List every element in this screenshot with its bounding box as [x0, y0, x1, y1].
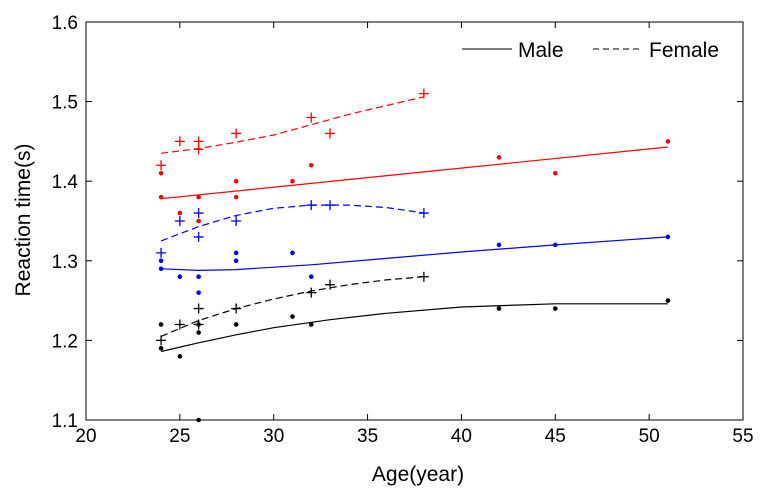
- data-point-dot-series-4: [308, 322, 314, 327]
- fit-line-series-4: [160, 303, 668, 353]
- data-point-plus-series-5: [174, 319, 185, 330]
- x-tick-label: 55: [732, 426, 753, 447]
- data-point-dot-series-4: [233, 322, 239, 327]
- data-point-dot-series-0: [177, 210, 183, 216]
- data-point-dot-series-0: [552, 170, 558, 176]
- data-point-dot-series-2: [290, 250, 295, 256]
- data-point-dot-series-2: [158, 258, 164, 264]
- data-point-dot-series-0: [233, 178, 239, 184]
- data-point-plus-series-1: [156, 160, 167, 171]
- data-point-plus-series-3: [174, 216, 185, 226]
- data-point-dot-series-0: [158, 170, 164, 176]
- data-point-dot-series-2: [196, 290, 201, 295]
- y-tick-label: 1.5: [52, 93, 78, 114]
- x-tick-label: 45: [545, 426, 566, 447]
- axis-tick-labels: 20 25 30 35 40 45 50 55 1.1 1.2 1.3 1.4 1.5 1.6: [52, 13, 754, 447]
- y-tick-label: 1.6: [52, 13, 78, 34]
- y-tick-label: 1.1: [52, 411, 78, 432]
- data-point-plus-series-5: [418, 271, 429, 282]
- axis-ticks: [85, 21, 744, 421]
- data-point-dot-series-2: [158, 266, 164, 272]
- y-axis-label: Reaction time(s): [12, 144, 35, 297]
- data-point-dot-series-4: [496, 306, 502, 311]
- y-tick-label: 1.4: [52, 172, 79, 193]
- x-axis-label: Age(year): [372, 463, 464, 486]
- x-tick-label: 35: [357, 426, 378, 447]
- data-point-dot-series-2: [177, 274, 183, 280]
- data-point-plus-series-3: [193, 231, 204, 242]
- y-tick-label: 1.3: [52, 252, 78, 273]
- x-tick-label: 40: [451, 426, 472, 447]
- data-point-plus-series-3: [193, 208, 204, 219]
- data-point-dot-series-4: [196, 330, 201, 335]
- data-point-plus-series-5: [156, 335, 167, 346]
- data-point-dot-series-4: [552, 306, 558, 311]
- data-point-dot-series-0: [233, 194, 239, 200]
- data-point-dot-series-2: [552, 242, 558, 248]
- data-point-dot-series-4: [177, 354, 183, 359]
- data-point-plus-series-3: [231, 216, 242, 226]
- data-point-plus-series-3: [325, 200, 336, 211]
- data-point-dot-series-2: [665, 234, 671, 240]
- data-point-dot-series-0: [196, 194, 201, 200]
- data-point-dot-series-2: [233, 258, 239, 264]
- data-point-dot-series-0: [665, 139, 671, 144]
- data-point-plus-series-3: [156, 247, 167, 258]
- plot-area-frame: [85, 21, 744, 421]
- data-point-plus-series-1: [325, 128, 336, 139]
- fit-line-series-0: [161, 146, 668, 200]
- data-point-dot-series-2: [496, 242, 502, 248]
- x-tick-label: 20: [75, 426, 96, 447]
- data-point-dot-series-0: [290, 178, 295, 184]
- data-point-dot-series-4: [158, 322, 164, 327]
- data-point-plus-series-5: [306, 287, 317, 298]
- data-point-plus-series-5: [231, 303, 242, 314]
- data-point-dot-series-2: [196, 274, 201, 280]
- data-point-plus-series-5: [193, 319, 204, 330]
- data-point-plus-series-5: [193, 303, 204, 314]
- data-point-dot-series-2: [233, 250, 239, 256]
- data-point-plus-series-1: [193, 144, 204, 155]
- data-point-plus-series-3: [418, 208, 429, 219]
- data-point-dot-series-0: [196, 218, 201, 224]
- x-tick-label: 50: [639, 426, 660, 447]
- data-point-plus-series-3: [306, 200, 317, 211]
- legend: Male Female: [462, 39, 719, 62]
- data-point-plus-series-1: [306, 112, 317, 123]
- x-tick-label: 25: [169, 426, 190, 447]
- data-point-dot-series-0: [158, 194, 164, 200]
- y-tick-label: 1.2: [52, 331, 78, 352]
- data-point-dot-series-4: [665, 298, 671, 303]
- data-point-dot-series-4: [158, 346, 164, 351]
- data-point-dot-series-0: [308, 162, 314, 168]
- data-point-dot-series-0: [496, 155, 502, 160]
- fit-line-series-5: [160, 276, 424, 337]
- fit-lines: [160, 96, 668, 353]
- data-point-dot-series-4: [290, 314, 295, 319]
- data-markers: [156, 88, 671, 423]
- fit-line-series-1: [161, 96, 425, 154]
- legend-female-label: Female: [649, 39, 719, 62]
- fit-line-series-2: [161, 236, 668, 272]
- fit-line-series-3: [160, 204, 424, 242]
- legend-male-label: Male: [518, 39, 564, 62]
- data-point-plus-series-5: [325, 279, 336, 290]
- data-point-plus-series-1: [231, 128, 242, 139]
- x-tick-label: 30: [263, 426, 284, 447]
- data-point-plus-series-1: [174, 136, 185, 147]
- data-point-dot-series-2: [308, 274, 314, 280]
- data-point-plus-series-1: [418, 88, 429, 99]
